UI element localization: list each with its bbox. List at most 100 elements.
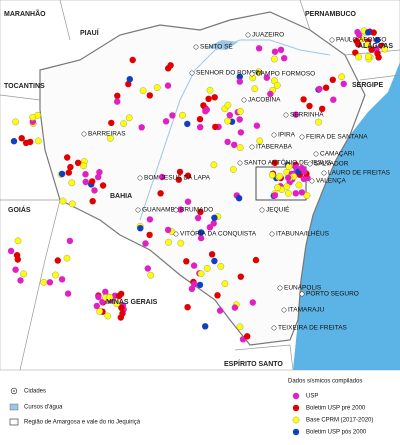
seismic-event	[298, 164, 306, 172]
seismic-event	[184, 172, 192, 179]
seismic-event	[158, 173, 166, 181]
seismic-event	[120, 120, 128, 128]
seismic-event	[17, 277, 24, 284]
seismic-event	[236, 116, 243, 123]
seismic-event	[153, 84, 161, 92]
seismic-event	[157, 190, 164, 197]
city-label: CAMPO FORMOSO	[256, 71, 315, 78]
bahia-border	[39, 11, 366, 346]
city-marker	[193, 44, 199, 50]
city-marker	[135, 207, 141, 213]
seismic-event	[184, 120, 191, 128]
state-label: BAHIA	[110, 193, 132, 200]
city-label: JACOBINA	[248, 97, 281, 104]
legend-title: Dados sísmicos compilados	[288, 379, 362, 385]
seismic-event	[224, 138, 231, 146]
seismic-event	[364, 41, 371, 49]
city-label: FEIRA DE SANTANA	[306, 134, 368, 141]
seismic-event	[190, 262, 198, 269]
city-label: JEQUIÉ	[266, 205, 290, 214]
seismic-event	[237, 129, 245, 136]
seismic-event	[10, 138, 18, 145]
city-marker	[271, 325, 277, 331]
seismic-event	[236, 108, 244, 115]
city-marker	[245, 32, 251, 38]
seismic-event	[106, 293, 114, 301]
city-marker	[321, 170, 327, 176]
seismic-event	[381, 45, 389, 53]
seismic-event	[67, 163, 74, 171]
city-marker	[269, 231, 275, 237]
seismic-event	[236, 73, 243, 81]
seismic-event	[184, 304, 191, 311]
seismic-event	[236, 323, 244, 331]
seismic-event	[273, 82, 281, 89]
seismic-event	[274, 184, 281, 191]
city-marker	[81, 131, 87, 137]
seismic-event	[58, 170, 66, 178]
seismic-event	[197, 124, 204, 131]
legend: Cidades Cursos d'água Região de Amargosa e…	[9, 379, 373, 436]
seismic-event	[277, 46, 285, 53]
seismic-event	[82, 178, 89, 186]
city-label: SALVADOR	[314, 161, 349, 168]
seismic-event	[96, 307, 104, 315]
seismic-event	[146, 231, 153, 239]
city-marker	[137, 175, 143, 181]
seismic-event	[138, 124, 145, 131]
city-marker	[249, 71, 255, 77]
city-label: ITABERABA	[256, 144, 293, 151]
legend-label: Base CPRM (2017-2020)	[306, 418, 373, 424]
seismic-event	[147, 271, 155, 279]
seismic-event	[285, 163, 293, 170]
city-label: PAULO AFONSO	[336, 37, 386, 44]
seismic-event	[162, 118, 170, 125]
seismic-event	[217, 262, 225, 270]
seismic-event	[211, 94, 218, 101]
seismic-event	[206, 86, 214, 94]
legend-label: Cursos d'água	[24, 405, 63, 411]
seismic-event	[93, 302, 101, 310]
seismic-event	[354, 28, 361, 36]
seismic-event	[179, 111, 186, 119]
seismic-event	[197, 208, 204, 216]
map	[0, 0, 400, 371]
city-label: JUAZEIRO	[252, 32, 284, 39]
seismic-event	[99, 182, 107, 189]
seismic-event	[205, 95, 212, 103]
seismic-event	[210, 161, 218, 169]
seismic-event	[330, 96, 337, 103]
seismic-event	[210, 220, 217, 227]
seismic-event	[125, 114, 133, 122]
city-marker	[249, 144, 255, 150]
city-label: BARREIRAS	[88, 131, 126, 138]
city-label: VITÓRIA DA CONQUISTA	[180, 229, 257, 238]
seismic-event	[338, 73, 345, 81]
map-labels: MARANHÃO PIAUÍ PERNAMBUCO TOCANTINS ALAGOAS S…	[4, 9, 393, 368]
seismic-event	[368, 46, 375, 53]
seismic-event	[263, 74, 270, 81]
city-label: BRUMADO	[180, 207, 213, 214]
seismic-event	[59, 197, 67, 205]
river	[139, 39, 331, 221]
seismic-event	[224, 101, 232, 109]
city-marker	[173, 231, 179, 237]
seismic-event	[58, 276, 66, 283]
seismic-event	[129, 56, 136, 64]
seismic-event	[271, 159, 279, 166]
seismic-event	[271, 48, 279, 55]
seismic-event	[214, 292, 221, 299]
legend-label: Boletim USP pós 2000	[306, 430, 367, 436]
state-label: SERGIPE	[352, 82, 383, 89]
seismic-event	[268, 171, 276, 179]
seismic-event	[255, 45, 263, 52]
city-marker	[189, 70, 195, 76]
seismic-event	[66, 237, 74, 245]
seismic-event	[14, 237, 22, 245]
seismic-event	[196, 116, 204, 123]
seismic-event	[14, 256, 21, 263]
seismic-event	[196, 281, 204, 289]
seismic-event	[253, 122, 261, 129]
city-marker	[277, 285, 283, 291]
seismic-event	[229, 165, 237, 173]
